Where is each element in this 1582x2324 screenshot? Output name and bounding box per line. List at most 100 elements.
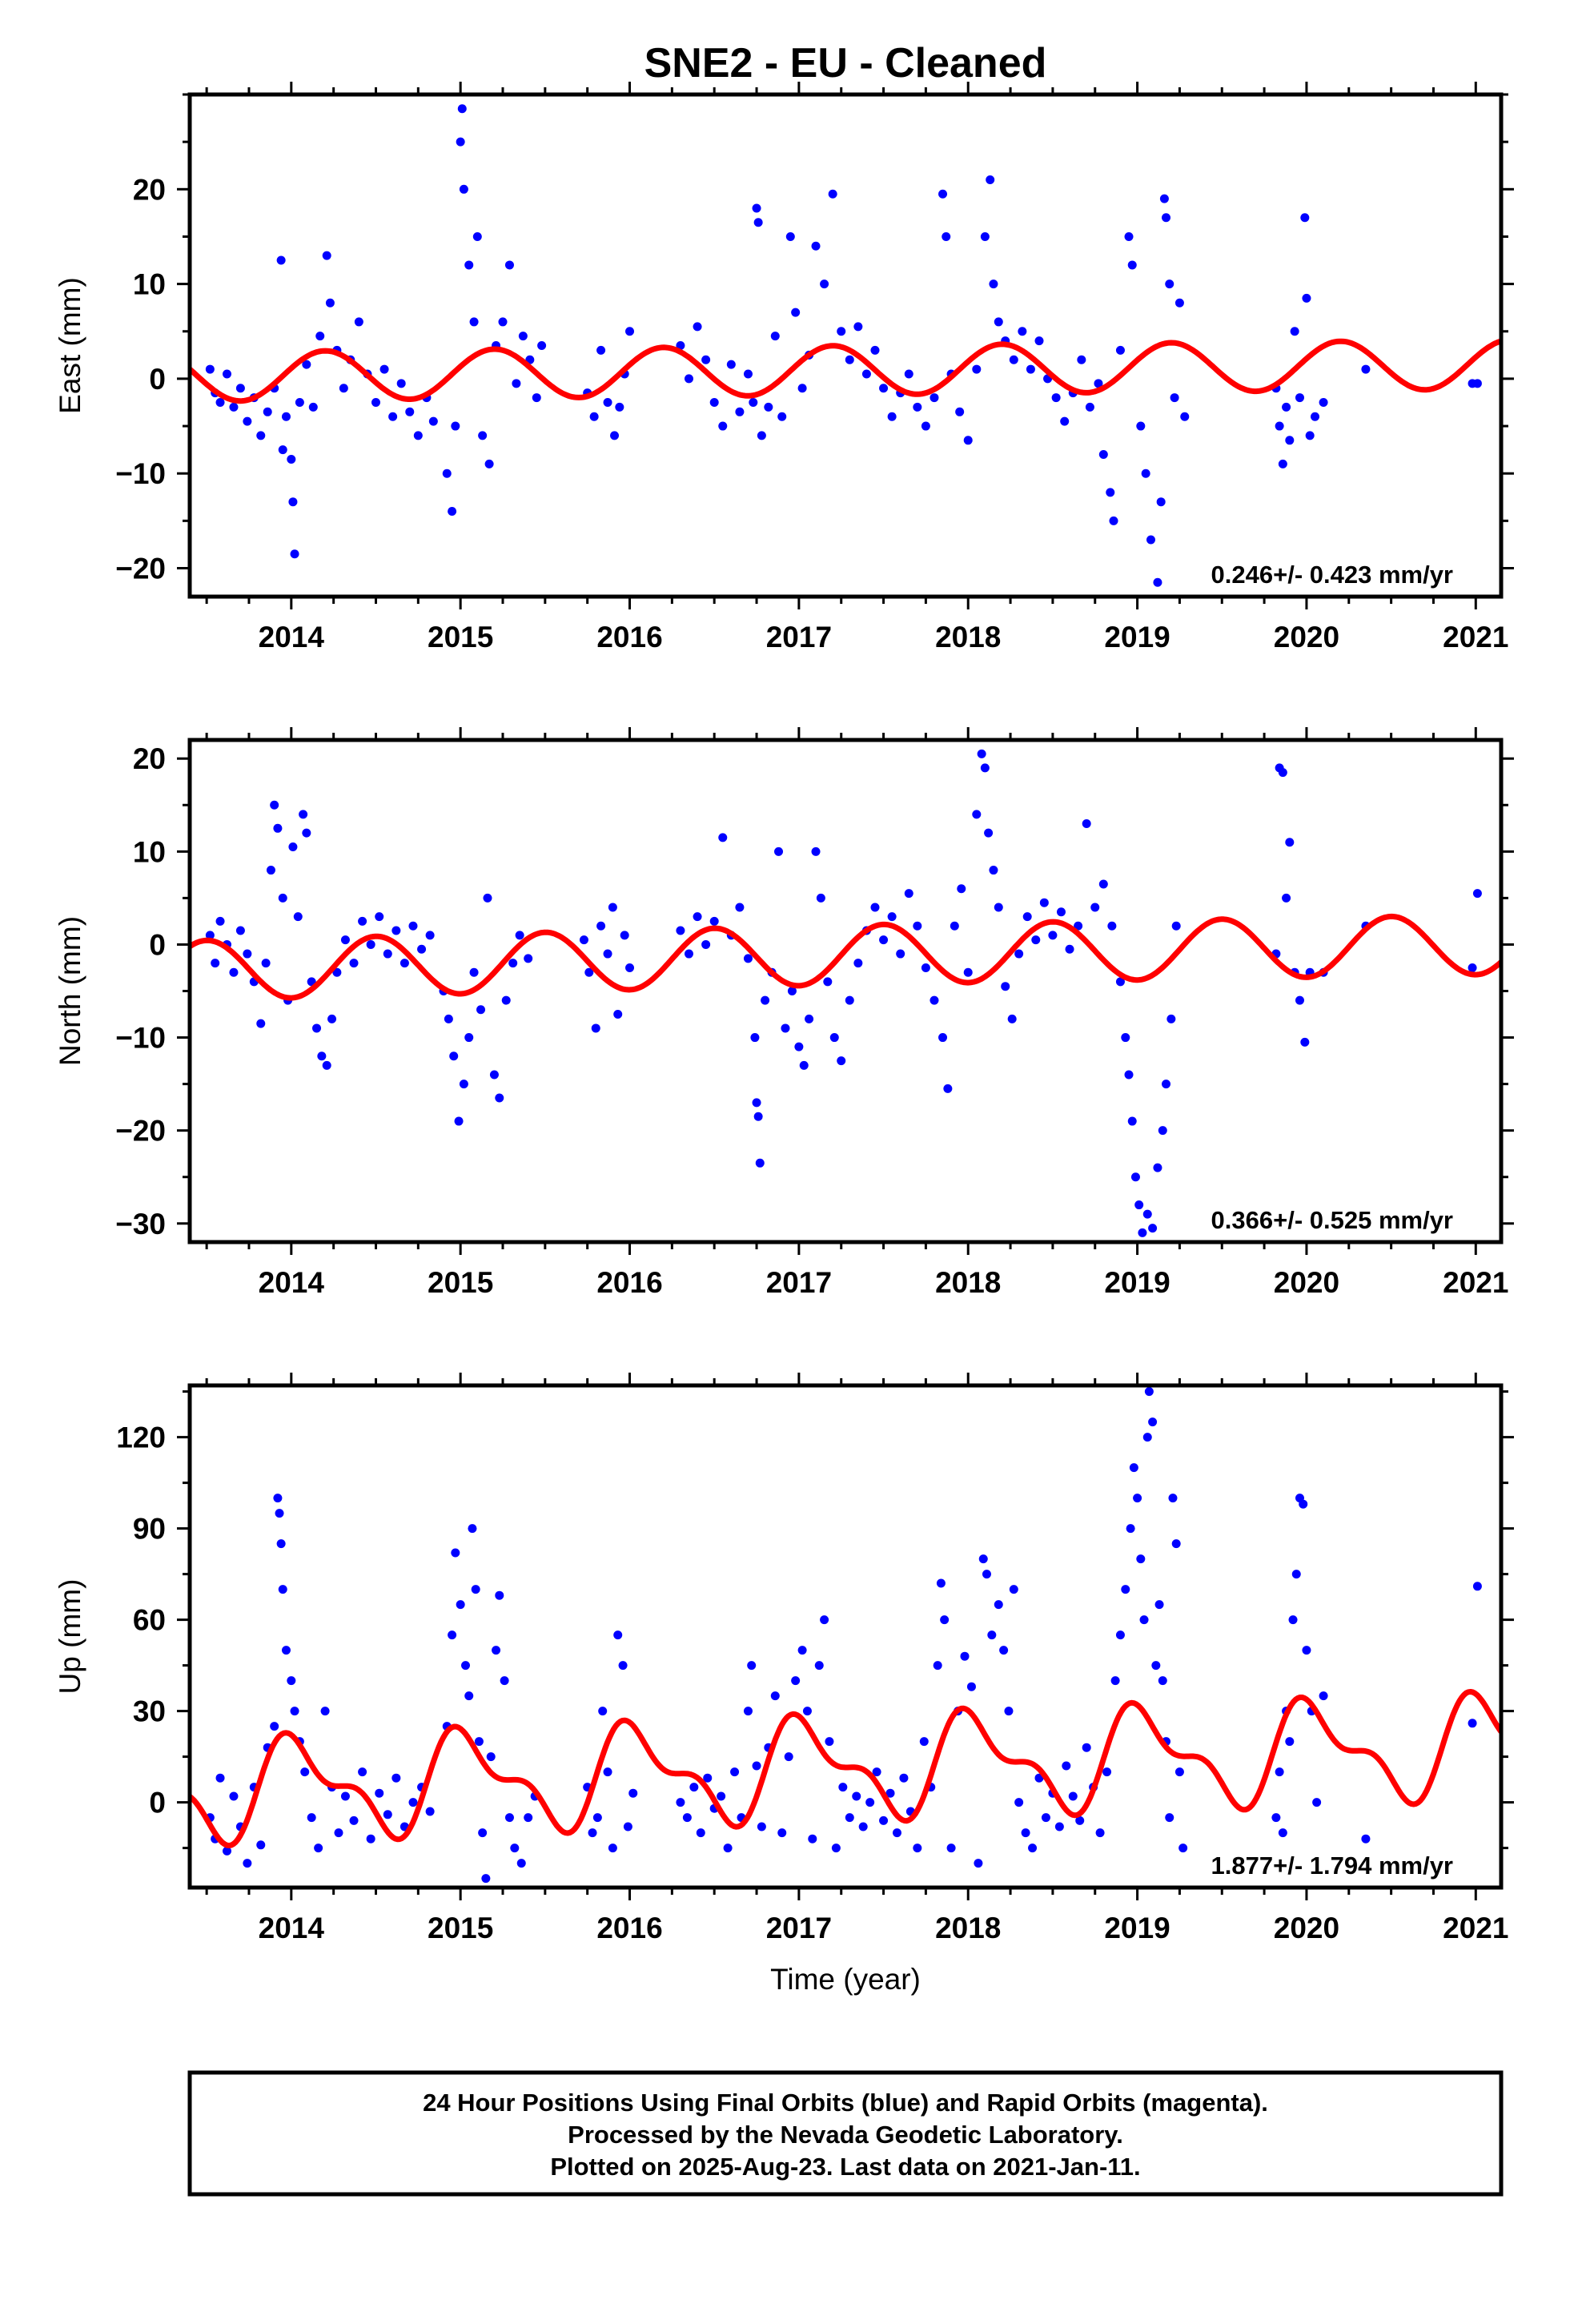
north-x-tick-label: 2020 (1274, 1266, 1339, 1299)
up-data-point (946, 1844, 956, 1853)
east-data-point (752, 203, 761, 213)
east-data-point (413, 431, 423, 440)
up-data-point (1472, 1582, 1482, 1591)
east-data-point (1018, 327, 1027, 336)
east-data-point (791, 308, 801, 317)
north-data-point (454, 1116, 464, 1126)
up-x-tick-label: 2015 (428, 1912, 493, 1944)
north-data-point (266, 866, 275, 875)
up-data-point (1136, 1554, 1146, 1564)
east-data-point (693, 322, 702, 332)
up-y-tick-label: 60 (133, 1604, 166, 1637)
north-data-point (508, 959, 518, 968)
east-data-point (1180, 412, 1190, 421)
east-data-point (229, 402, 239, 412)
up-data-point (885, 1788, 895, 1798)
north-data-point (288, 842, 298, 852)
up-data-point (349, 1815, 359, 1825)
up-data-point (814, 1661, 824, 1671)
north-plot-frame (187, 738, 1504, 1244)
north-data-point (608, 903, 617, 912)
footer-box: 24 Hour Positions Using Final Orbits (bl… (187, 2070, 1504, 2197)
up-data-point (516, 1859, 526, 1868)
east-data-point (325, 298, 335, 308)
up-data-point (723, 1844, 733, 1853)
north-data-point (1134, 1200, 1144, 1210)
north-data-point (449, 1051, 459, 1061)
up-data-point (461, 1661, 471, 1671)
north-data-point (1162, 1080, 1171, 1089)
east-data-point (1115, 345, 1125, 355)
up-panel: 2014 2015 2016 2017 2018 2019 2020 2021 0 30 60 90 1… (54, 1373, 1514, 1944)
north-data-point (312, 1023, 322, 1033)
north-data-point (774, 846, 784, 856)
east-data-point (1159, 194, 1169, 203)
east-data-point (603, 397, 612, 407)
up-plot-frame (187, 1383, 1504, 1890)
up-data-point (1115, 1630, 1125, 1640)
east-data-point (459, 184, 468, 194)
east-data-point (980, 231, 990, 241)
north-data-point (408, 921, 418, 931)
east-data-point (1026, 364, 1035, 374)
north-data-point (701, 939, 711, 949)
up-x-tick-label: 2021 (1443, 1912, 1508, 1944)
east-data-point (770, 332, 780, 341)
east-data-point (263, 407, 272, 416)
north-data-point (845, 995, 854, 1005)
north-data-point (1127, 1116, 1137, 1126)
north-data-point (921, 963, 930, 972)
footer-line-3: Plotted on 2025-Aug-23. Last data on 202… (550, 2153, 1140, 2181)
north-data-point (524, 954, 533, 963)
up-data-point (1028, 1844, 1038, 1853)
up-x-tick-label: 2020 (1274, 1912, 1339, 1944)
east-data-point (295, 397, 304, 407)
up-data-point (825, 1737, 834, 1747)
east-data-point (288, 497, 298, 507)
north-data-point (1158, 1126, 1167, 1136)
footer-line-2: Processed by the Nevada Geodetic Laborat… (568, 2121, 1123, 2149)
east-data-point (676, 341, 685, 350)
east-data-point (785, 231, 795, 241)
north-data-point (366, 939, 375, 949)
east-rate-label: 0.246+/- 0.423 mm/yr (1211, 561, 1453, 589)
north-data-point (1065, 944, 1074, 954)
east-data-point (1060, 416, 1070, 426)
up-data-point (1171, 1539, 1181, 1549)
east-data-point (1162, 213, 1171, 223)
east-data-point (828, 189, 837, 199)
up-data-point (358, 1767, 367, 1777)
up-data-point (747, 1661, 757, 1671)
up-data-point (682, 1813, 692, 1823)
up-rate-label: 1.877+/- 1.794 mm/yr (1211, 1852, 1453, 1880)
east-data-point (322, 251, 331, 260)
up-data-point (791, 1676, 801, 1686)
up-data-point (229, 1791, 239, 1801)
east-data-point (709, 397, 719, 407)
east-data-point (308, 402, 318, 412)
east-data-point (222, 369, 231, 379)
up-data-point (1271, 1813, 1281, 1823)
north-data-point (755, 1158, 765, 1168)
up-data-point (1129, 1463, 1138, 1473)
east-data-point (1141, 468, 1150, 478)
up-data-point (307, 1813, 316, 1823)
up-y-tick-label: 120 (116, 1421, 166, 1454)
up-data-point (831, 1844, 841, 1853)
north-data-point (1171, 921, 1181, 931)
north-x-tick-label: 2015 (428, 1266, 493, 1299)
east-data-point (1319, 397, 1328, 407)
up-data-point (598, 1707, 608, 1716)
up-data-point (994, 1600, 1003, 1610)
up-data-point (966, 1682, 976, 1691)
up-y-axis-label: Up (mm) (54, 1579, 86, 1695)
north-data-point (229, 967, 239, 977)
east-data-point (861, 369, 871, 379)
east-data-point (1278, 459, 1287, 468)
up-data-point (1041, 1813, 1050, 1823)
x-axis-label: Time (year) (770, 1963, 921, 1996)
up-data-point (1009, 1585, 1018, 1594)
north-data-point (1056, 907, 1066, 917)
east-data-point (276, 255, 286, 265)
up-data-point (808, 1834, 817, 1844)
